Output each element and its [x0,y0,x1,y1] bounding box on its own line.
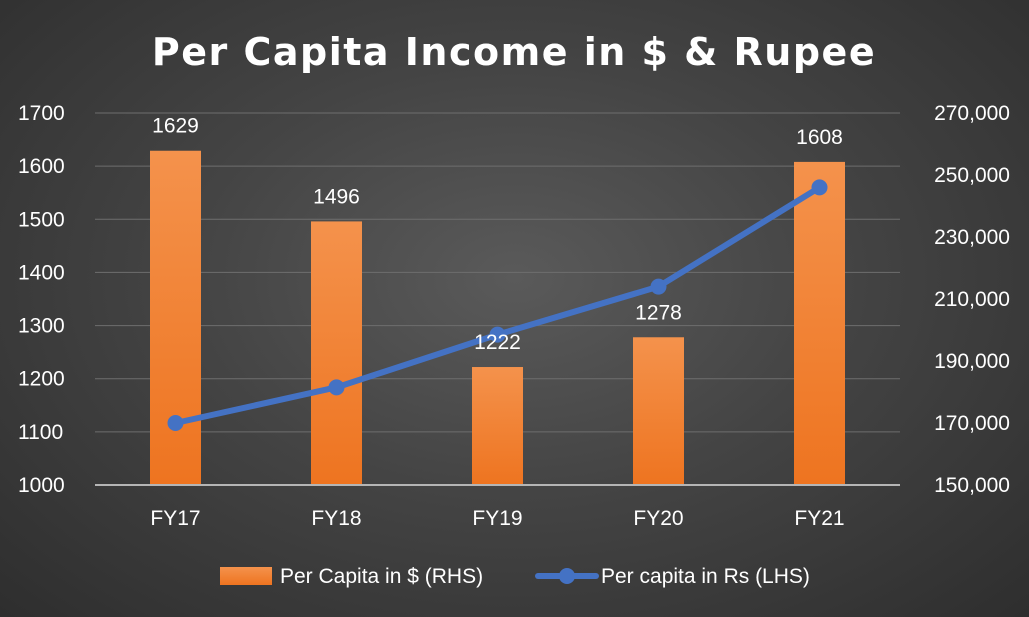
legend-line-label: Per capita in Rs (LHS) [601,565,810,588]
y-left-tick-label: 1500 [18,208,65,231]
line-point [328,379,345,396]
bar-data-label: 1222 [474,331,521,354]
bar [633,337,684,485]
line-series [167,179,828,431]
legend-bar-label: Per Capita in $ (RHS) [280,565,483,588]
x-tick-label: FY17 [150,507,200,530]
legend-line-marker [559,568,575,584]
y-left-tick-label: 1600 [18,155,65,178]
y-right-tick-label: 230,000 [934,226,1010,249]
bar [472,367,523,485]
legend: Per Capita in $ (RHS) Per capita in Rs (L… [220,565,810,588]
bar-data-label: 1278 [635,301,682,324]
line-point [167,415,184,431]
line-point [811,179,828,196]
bar [150,150,201,485]
data-labels: 1629 1496 1222 1278 1608 [152,115,843,354]
gridlines [95,112,900,433]
y-left-tick-label: 1000 [18,474,65,497]
y-right-tick-label: 190,000 [934,350,1010,373]
y-right-tick-label: 150,000 [934,474,1010,497]
line-point [650,278,667,295]
x-tick-label: FY21 [794,507,844,530]
y-right-tick-label: 170,000 [934,412,1010,435]
y-right-tick-label: 210,000 [934,288,1010,311]
y-right-tick-label: 250,000 [934,164,1010,187]
bar [311,221,362,485]
bar-data-label: 1629 [152,115,199,138]
bar-data-label: 1608 [796,126,843,149]
y-right-tick-label: 270,000 [934,102,1010,125]
bar-data-label: 1496 [313,185,360,208]
y-left-tick-label: 1700 [18,102,65,125]
bars [150,150,845,486]
x-tick-label: FY19 [472,507,522,530]
axes: 1000 1100 1200 1300 1400 1500 1600 1700 150,000 1… [18,102,1010,530]
y-left-tick-label: 1300 [18,315,65,338]
x-tick-label: FY20 [633,507,683,530]
y-left-tick-label: 1200 [18,368,65,391]
chart-title: Per Capita Income in $ & Rupee [152,30,876,74]
y-left-tick-label: 1100 [18,421,63,444]
x-tick-label: FY18 [311,507,361,530]
line-point [489,326,506,343]
y-left-tick-label: 1400 [18,261,65,284]
legend-bar-swatch [220,567,272,585]
bar [794,161,845,486]
